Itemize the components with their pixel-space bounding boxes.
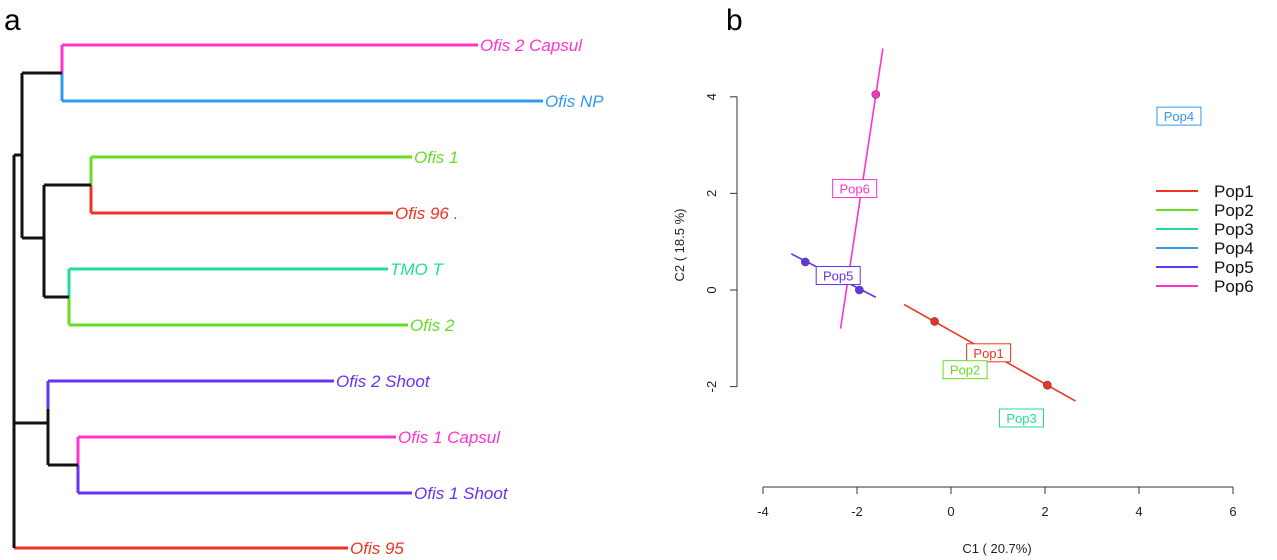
group-label: Pop2 bbox=[950, 363, 980, 378]
x-tick-label: 4 bbox=[1135, 504, 1142, 519]
data-point bbox=[1043, 380, 1052, 390]
group-label: Pop5 bbox=[823, 269, 853, 284]
legend-entry: Pop6 bbox=[1214, 277, 1254, 296]
group-label: Pop1 bbox=[973, 346, 1003, 361]
x-axis-label: C1 ( 20.7%) bbox=[962, 541, 1031, 556]
group-label-box bbox=[999, 408, 1044, 428]
x-tick-label: 2 bbox=[1041, 504, 1048, 519]
dendrogram: Ofis 2 Capsul Ofis NP Ofis 1 Ofis 96 . TMO T… bbox=[12, 36, 604, 558]
leaf-label: Ofis 95 bbox=[350, 539, 404, 558]
leaf-label: Ofis 2 bbox=[410, 316, 455, 335]
legend-entry: Pop3 bbox=[1214, 220, 1254, 239]
leaf-label: Ofis 1 Shoot bbox=[414, 484, 509, 503]
group-label: Pop6 bbox=[839, 182, 869, 197]
legend-entry: Pop1 bbox=[1214, 182, 1254, 201]
legend-entry: Pop4 bbox=[1214, 239, 1254, 258]
x-tick-label: 6 bbox=[1229, 504, 1236, 519]
data-point bbox=[871, 90, 881, 99]
legend-entry: Pop5 bbox=[1214, 258, 1254, 277]
group-label-box bbox=[815, 266, 861, 286]
leaf-label: Ofis 1 Capsul bbox=[398, 428, 501, 447]
x-tick-label: 0 bbox=[947, 504, 954, 519]
panel-label-a: a bbox=[4, 4, 21, 37]
group-label: Pop3 bbox=[1006, 411, 1036, 426]
data-point bbox=[855, 285, 864, 295]
leaf-label: TMO T bbox=[390, 260, 444, 279]
x-tick-label: -4 bbox=[757, 504, 769, 519]
group-label: Pop4 bbox=[1164, 109, 1194, 124]
leaf-label: Ofis 2 Shoot bbox=[336, 372, 431, 391]
y-tick-label: 4 bbox=[704, 93, 719, 100]
pca-scatter-plot: -4 -2 0 2 4 6 -2 0 2 4 C1 ( 20.7%) C2 ( 18.5 %) Pop1… bbox=[672, 48, 1254, 556]
group-label-box bbox=[1156, 106, 1202, 126]
leaf-label: Ofis NP bbox=[545, 92, 604, 111]
group-label-box bbox=[942, 360, 988, 380]
leaf-label: Ofis 2 Capsul bbox=[480, 36, 583, 55]
y-axis-label: C2 ( 18.5 %) bbox=[672, 209, 687, 282]
group-label-box bbox=[832, 179, 878, 199]
legend-entry: Pop2 bbox=[1214, 201, 1254, 220]
data-point bbox=[930, 317, 939, 326]
group-label-box bbox=[966, 343, 1012, 363]
leaf-label: Ofis 96 . bbox=[395, 204, 458, 223]
x-tick-label: -2 bbox=[851, 504, 863, 519]
panel-label-b: b bbox=[726, 4, 743, 37]
y-tick-label: 0 bbox=[704, 286, 719, 293]
leaf-label: Ofis 1 bbox=[414, 148, 458, 167]
y-tick-label: 2 bbox=[704, 190, 719, 197]
y-tick-label: -2 bbox=[704, 381, 719, 393]
data-point bbox=[800, 257, 810, 267]
